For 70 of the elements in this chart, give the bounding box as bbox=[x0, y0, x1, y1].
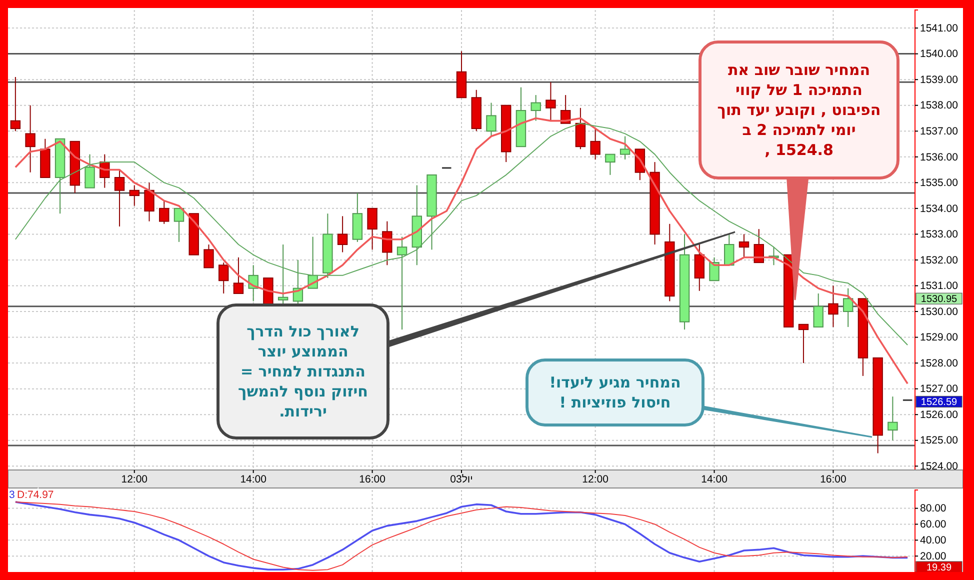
x-tick-label: 12:00 bbox=[121, 473, 148, 486]
candlestick bbox=[204, 244, 214, 268]
y-tick-label: 1533.00 bbox=[920, 228, 958, 241]
candlestick bbox=[382, 220, 392, 266]
candlestick bbox=[233, 256, 244, 294]
line-series bbox=[14, 122, 908, 346]
candlestick bbox=[396, 236, 408, 330]
y-tick-label: 60.00 bbox=[920, 518, 946, 531]
y-tick-label: 40.00 bbox=[920, 534, 946, 547]
y-tick-label: 1541.00 bbox=[920, 22, 958, 34]
candlestick bbox=[694, 244, 705, 292]
y-tick-label: 80.00 bbox=[920, 502, 946, 515]
y-tick-label: 1524.00 bbox=[920, 460, 958, 472]
candlestick bbox=[738, 234, 750, 258]
y-tick-label: 1527.00 bbox=[920, 383, 958, 396]
y-tick-label: 1532.00 bbox=[920, 254, 958, 266]
candlestick bbox=[575, 107, 586, 150]
candlestick bbox=[10, 76, 21, 132]
candlestick bbox=[129, 184, 140, 206]
candlestick bbox=[590, 128, 600, 160]
y-tick-label: 1530.00 bbox=[920, 306, 958, 318]
y-tick-label: 1539.00 bbox=[920, 74, 958, 86]
y-tick-label: 1531.00 bbox=[920, 280, 958, 292]
y-tick-label: 1537.00 bbox=[920, 125, 958, 138]
candlestick bbox=[159, 200, 170, 224]
candlestick bbox=[144, 182, 154, 222]
x-tick-label: 03יול bbox=[450, 473, 473, 486]
x-tick-label: 16:00 bbox=[359, 473, 386, 486]
candlestick bbox=[709, 256, 720, 282]
candlestick bbox=[84, 154, 95, 188]
y-tick-label: 1536.00 bbox=[920, 151, 958, 164]
y-tick-label: 1528.00 bbox=[920, 357, 958, 370]
candlestick bbox=[278, 244, 288, 304]
candlestick bbox=[620, 136, 630, 160]
candlestick bbox=[486, 102, 496, 137]
x-tick-label: 16:00 bbox=[820, 473, 847, 486]
candlestick bbox=[813, 292, 824, 328]
candlestick bbox=[798, 324, 809, 364]
candlestick bbox=[530, 94, 541, 122]
line-series bbox=[14, 501, 908, 571]
y-tick-label: 1540.00 bbox=[920, 48, 958, 60]
y-tick-label: 20.00 bbox=[920, 550, 946, 562]
candlestick bbox=[546, 82, 556, 122]
text: 1526.59 bbox=[920, 397, 958, 408]
candlestick bbox=[842, 288, 854, 328]
x-tick-label: 12:00 bbox=[582, 473, 609, 486]
annotation: 3 bbox=[9, 489, 15, 501]
y-tick-label: 1538.00 bbox=[920, 100, 958, 112]
x-tick-label: 14:00 bbox=[701, 473, 728, 486]
candlestick bbox=[114, 169, 125, 227]
annotation: המחיר מגיע ליעדו! חיסול פוזיציות ! bbox=[549, 374, 681, 412]
candlestick bbox=[605, 154, 616, 176]
annotation: D:74.97 bbox=[17, 489, 54, 501]
candlestick bbox=[888, 396, 898, 441]
candlestick bbox=[367, 208, 378, 250]
y-tick-label: 1526.00 bbox=[920, 408, 958, 421]
text: 19.39 bbox=[926, 562, 952, 574]
x-tick-label: 14:00 bbox=[240, 473, 267, 486]
annotation: לאורך כול הדרך הממוצע יוצר התנגדות למחיר = חיזוק נוסף להמשך ירידות. bbox=[238, 322, 368, 420]
y-tick-label: 1529.00 bbox=[920, 332, 958, 344]
candlestick bbox=[724, 234, 734, 266]
text: 1530.95 bbox=[920, 294, 958, 306]
candlestick bbox=[828, 285, 838, 328]
y-tick-label: 1535.00 bbox=[920, 177, 958, 190]
y-tick-label: 1525.00 bbox=[920, 434, 958, 447]
candlestick bbox=[218, 262, 229, 294]
candlestick bbox=[25, 104, 36, 173]
y-tick-label: 1534.00 bbox=[920, 202, 958, 215]
candlestick bbox=[174, 208, 184, 242]
candlestick bbox=[337, 216, 348, 253]
